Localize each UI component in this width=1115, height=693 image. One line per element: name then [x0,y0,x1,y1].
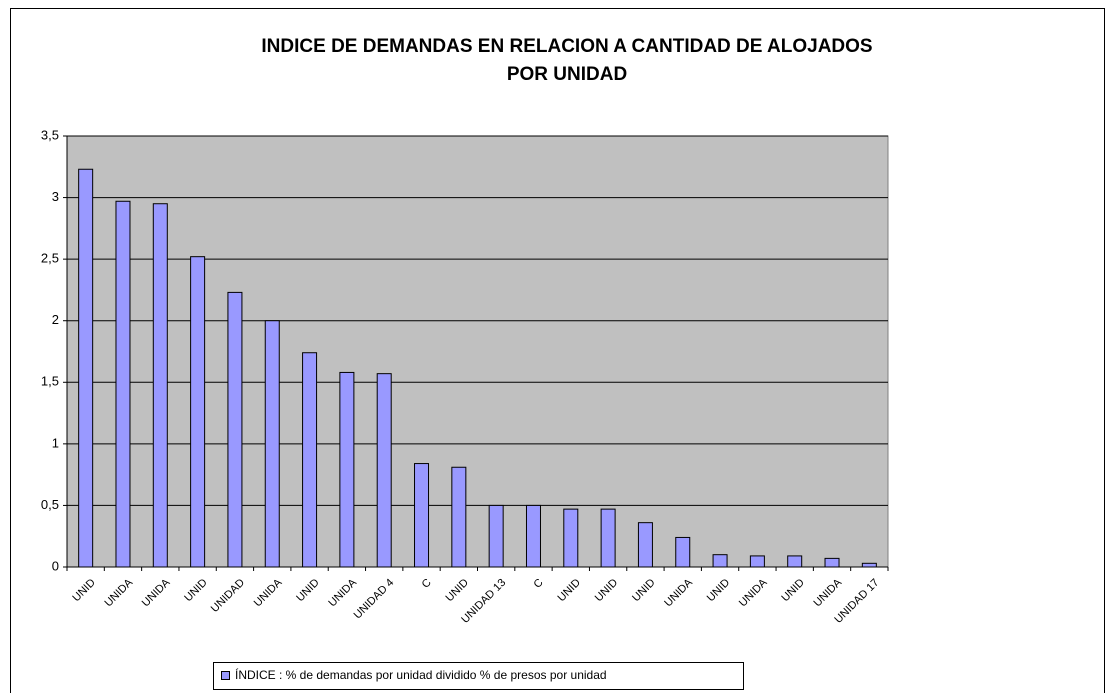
legend-swatch [221,671,230,680]
bar [600,508,616,568]
y-tick-label: 3 [52,189,59,204]
bar [227,291,243,568]
bar [675,536,691,568]
bar [339,371,355,568]
bar [861,562,877,568]
legend-label: ÍNDICE : % de demandas por unidad dividi… [235,667,607,682]
bar [749,555,765,568]
bar [824,557,840,568]
chart-title: INDICE DE DEMANDAS EN RELACION A CANTIDA… [261,36,872,57]
bar [525,504,541,568]
y-tick-label: 1,5 [41,374,59,389]
y-tick-label: 0,5 [41,497,59,512]
y-tick-label: 0 [52,558,59,573]
bar [376,373,392,568]
chart-title: POR UNIDAD [507,64,627,85]
y-tick-label: 3,5 [41,127,59,142]
legend-box [213,662,744,690]
bar [152,203,168,568]
bar [115,200,131,568]
bar [488,504,504,568]
y-tick-label: 2 [52,312,59,327]
bar [637,522,653,568]
bar [264,320,280,568]
bar [414,463,430,568]
bar [787,555,803,568]
bar [451,466,467,568]
bar [712,554,728,568]
bar [302,352,318,568]
bar [563,508,579,568]
bar [78,168,94,568]
bar [190,256,206,568]
y-tick-label: 1 [52,435,59,450]
y-tick-label: 2,5 [41,251,59,266]
